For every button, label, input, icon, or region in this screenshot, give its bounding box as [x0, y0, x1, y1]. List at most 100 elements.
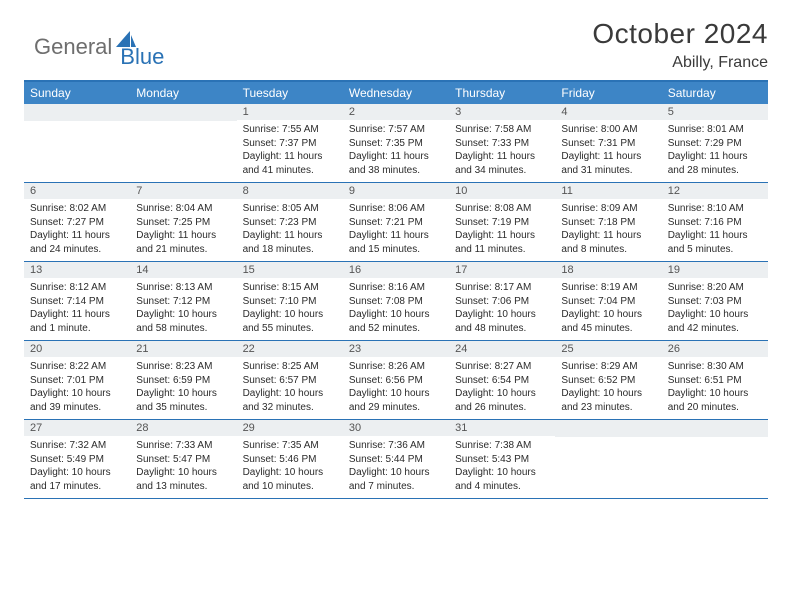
- sunrise-line: Sunrise: 8:17 AM: [455, 281, 549, 295]
- week-row: 20Sunrise: 8:22 AMSunset: 7:01 PMDayligh…: [24, 341, 768, 420]
- day-number: 25: [555, 341, 661, 357]
- sunrise-line: Sunrise: 8:08 AM: [455, 202, 549, 216]
- day-number: 18: [555, 262, 661, 278]
- day-number: 4: [555, 104, 661, 120]
- sunrise-line: Sunrise: 8:12 AM: [30, 281, 124, 295]
- day-cell: 1Sunrise: 7:55 AMSunset: 7:37 PMDaylight…: [237, 104, 343, 182]
- day-body: Sunrise: 8:06 AMSunset: 7:21 PMDaylight:…: [343, 199, 449, 260]
- day-number: 11: [555, 183, 661, 199]
- sunrise-line: Sunrise: 8:05 AM: [243, 202, 337, 216]
- sunset-line: Sunset: 5:46 PM: [243, 453, 337, 467]
- sunrise-line: Sunrise: 7:35 AM: [243, 439, 337, 453]
- day-number: 10: [449, 183, 555, 199]
- day-cell: 18Sunrise: 8:19 AMSunset: 7:04 PMDayligh…: [555, 262, 661, 340]
- sunrise-line: Sunrise: 8:09 AM: [561, 202, 655, 216]
- daylight-line: Daylight: 10 hours and 13 minutes.: [136, 466, 230, 493]
- sunrise-line: Sunrise: 8:20 AM: [668, 281, 762, 295]
- day-body: Sunrise: 8:29 AMSunset: 6:52 PMDaylight:…: [555, 357, 661, 418]
- day-cell: 29Sunrise: 7:35 AMSunset: 5:46 PMDayligh…: [237, 420, 343, 498]
- day-cell: 23Sunrise: 8:26 AMSunset: 6:56 PMDayligh…: [343, 341, 449, 419]
- day-number: 16: [343, 262, 449, 278]
- day-body: Sunrise: 8:19 AMSunset: 7:04 PMDaylight:…: [555, 278, 661, 339]
- dow-monday: Monday: [130, 82, 236, 104]
- sunset-line: Sunset: 7:12 PM: [136, 295, 230, 309]
- day-body: Sunrise: 8:13 AMSunset: 7:12 PMDaylight:…: [130, 278, 236, 339]
- day-body: Sunrise: 7:33 AMSunset: 5:47 PMDaylight:…: [130, 436, 236, 497]
- day-cell: 8Sunrise: 8:05 AMSunset: 7:23 PMDaylight…: [237, 183, 343, 261]
- day-cell: 20Sunrise: 8:22 AMSunset: 7:01 PMDayligh…: [24, 341, 130, 419]
- day-number: 8: [237, 183, 343, 199]
- sunset-line: Sunset: 7:19 PM: [455, 216, 549, 230]
- day-number: 6: [24, 183, 130, 199]
- sunrise-line: Sunrise: 8:01 AM: [668, 123, 762, 137]
- day-number: 3: [449, 104, 555, 120]
- day-number: [130, 104, 236, 121]
- sunset-line: Sunset: 6:54 PM: [455, 374, 549, 388]
- day-cell: 17Sunrise: 8:17 AMSunset: 7:06 PMDayligh…: [449, 262, 555, 340]
- day-body: Sunrise: 7:58 AMSunset: 7:33 PMDaylight:…: [449, 120, 555, 181]
- daylight-line: Daylight: 10 hours and 42 minutes.: [668, 308, 762, 335]
- sunset-line: Sunset: 7:08 PM: [349, 295, 443, 309]
- calendar: SundayMondayTuesdayWednesdayThursdayFrid…: [24, 80, 768, 499]
- sunset-line: Sunset: 6:52 PM: [561, 374, 655, 388]
- day-body: Sunrise: 8:09 AMSunset: 7:18 PMDaylight:…: [555, 199, 661, 260]
- sunset-line: Sunset: 7:06 PM: [455, 295, 549, 309]
- day-number: [555, 420, 661, 437]
- sunrise-line: Sunrise: 8:27 AM: [455, 360, 549, 374]
- day-body: Sunrise: 8:08 AMSunset: 7:19 PMDaylight:…: [449, 199, 555, 260]
- week-row: 6Sunrise: 8:02 AMSunset: 7:27 PMDaylight…: [24, 183, 768, 262]
- sunrise-line: Sunrise: 8:16 AM: [349, 281, 443, 295]
- daylight-line: Daylight: 11 hours and 38 minutes.: [349, 150, 443, 177]
- logo-text-blue: Blue: [120, 44, 164, 70]
- dow-sunday: Sunday: [24, 82, 130, 104]
- day-cell: 22Sunrise: 8:25 AMSunset: 6:57 PMDayligh…: [237, 341, 343, 419]
- daylight-line: Daylight: 10 hours and 35 minutes.: [136, 387, 230, 414]
- sunset-line: Sunset: 7:16 PM: [668, 216, 762, 230]
- day-cell: 26Sunrise: 8:30 AMSunset: 6:51 PMDayligh…: [662, 341, 768, 419]
- daylight-line: Daylight: 10 hours and 23 minutes.: [561, 387, 655, 414]
- daylight-line: Daylight: 10 hours and 58 minutes.: [136, 308, 230, 335]
- day-number: 9: [343, 183, 449, 199]
- day-cell: 11Sunrise: 8:09 AMSunset: 7:18 PMDayligh…: [555, 183, 661, 261]
- dow-saturday: Saturday: [662, 82, 768, 104]
- sunrise-line: Sunrise: 7:33 AM: [136, 439, 230, 453]
- day-body: Sunrise: 7:35 AMSunset: 5:46 PMDaylight:…: [237, 436, 343, 497]
- day-body: Sunrise: 7:57 AMSunset: 7:35 PMDaylight:…: [343, 120, 449, 181]
- day-cell: 3Sunrise: 7:58 AMSunset: 7:33 PMDaylight…: [449, 104, 555, 182]
- dow-thursday: Thursday: [449, 82, 555, 104]
- sunset-line: Sunset: 6:51 PM: [668, 374, 762, 388]
- dow-wednesday: Wednesday: [343, 82, 449, 104]
- day-cell-empty: [555, 420, 661, 498]
- sunset-line: Sunset: 7:01 PM: [30, 374, 124, 388]
- day-cell: 31Sunrise: 7:38 AMSunset: 5:43 PMDayligh…: [449, 420, 555, 498]
- day-number: 27: [24, 420, 130, 436]
- day-number: 13: [24, 262, 130, 278]
- daylight-line: Daylight: 11 hours and 18 minutes.: [243, 229, 337, 256]
- daylight-line: Daylight: 11 hours and 41 minutes.: [243, 150, 337, 177]
- day-cell: 6Sunrise: 8:02 AMSunset: 7:27 PMDaylight…: [24, 183, 130, 261]
- day-number: 15: [237, 262, 343, 278]
- sunrise-line: Sunrise: 7:32 AM: [30, 439, 124, 453]
- title-block: October 2024 Abilly, France: [592, 18, 768, 72]
- day-number: 20: [24, 341, 130, 357]
- sunrise-line: Sunrise: 8:19 AM: [561, 281, 655, 295]
- day-body: Sunrise: 8:16 AMSunset: 7:08 PMDaylight:…: [343, 278, 449, 339]
- day-number: 1: [237, 104, 343, 120]
- day-number: 31: [449, 420, 555, 436]
- sunrise-line: Sunrise: 8:23 AM: [136, 360, 230, 374]
- daylight-line: Daylight: 10 hours and 55 minutes.: [243, 308, 337, 335]
- week-row: 13Sunrise: 8:12 AMSunset: 7:14 PMDayligh…: [24, 262, 768, 341]
- week-row: 1Sunrise: 7:55 AMSunset: 7:37 PMDaylight…: [24, 104, 768, 183]
- daylight-line: Daylight: 10 hours and 39 minutes.: [30, 387, 124, 414]
- daylight-line: Daylight: 10 hours and 48 minutes.: [455, 308, 549, 335]
- daylight-line: Daylight: 11 hours and 5 minutes.: [668, 229, 762, 256]
- day-cell-empty: [662, 420, 768, 498]
- daylight-line: Daylight: 10 hours and 10 minutes.: [243, 466, 337, 493]
- sunset-line: Sunset: 7:25 PM: [136, 216, 230, 230]
- daylight-line: Daylight: 10 hours and 32 minutes.: [243, 387, 337, 414]
- day-cell: 2Sunrise: 7:57 AMSunset: 7:35 PMDaylight…: [343, 104, 449, 182]
- daylight-line: Daylight: 10 hours and 4 minutes.: [455, 466, 549, 493]
- dow-tuesday: Tuesday: [237, 82, 343, 104]
- daylight-line: Daylight: 10 hours and 20 minutes.: [668, 387, 762, 414]
- day-body: Sunrise: 8:30 AMSunset: 6:51 PMDaylight:…: [662, 357, 768, 418]
